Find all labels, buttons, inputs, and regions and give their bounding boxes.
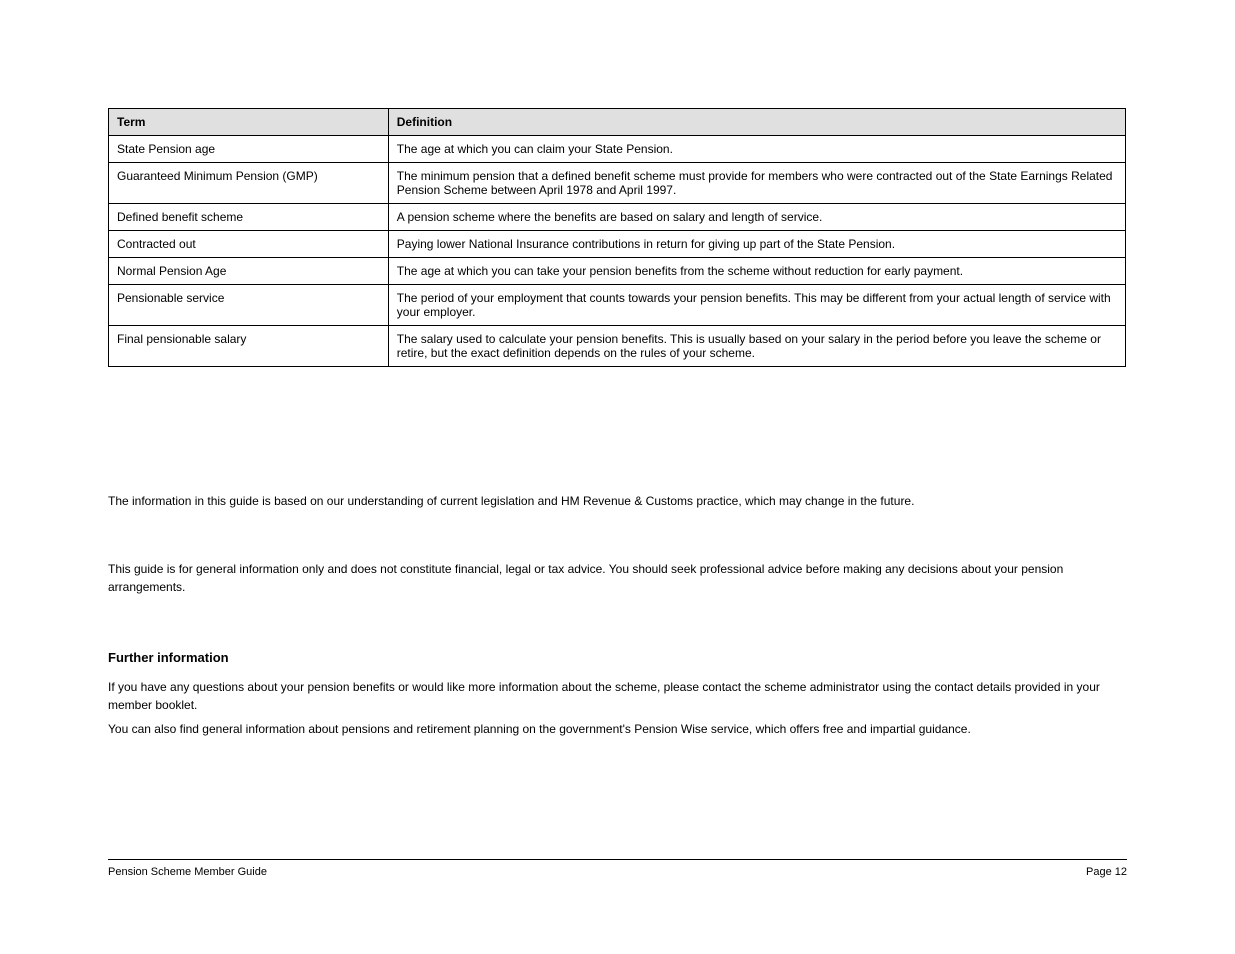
def-cell: The age at which you can claim your Stat… (388, 136, 1125, 163)
def-cell: The salary used to calculate your pensio… (388, 326, 1125, 367)
footer-left: Pension Scheme Member Guide (108, 866, 267, 878)
term-cell: Contracted out (109, 231, 389, 258)
page-footer: Pension Scheme Member Guide Page 12 (108, 859, 1127, 878)
term-cell: State Pension age (109, 136, 389, 163)
term-cell: Normal Pension Age (109, 258, 389, 285)
def-cell: A pension scheme where the benefits are … (388, 204, 1125, 231)
section-heading: Further information (108, 648, 1127, 668)
table-row: Normal Pension Age The age at which you … (109, 258, 1126, 285)
body-paragraph-4: You can also find general information ab… (108, 720, 1127, 738)
col-header-term: Term (109, 109, 389, 136)
glossary-table: Term Definition State Pension age The ag… (108, 108, 1126, 367)
body-paragraph-3: If you have any questions about your pen… (108, 678, 1127, 714)
def-cell: The minimum pension that a defined benef… (388, 163, 1125, 204)
table-row: Pensionable service The period of your e… (109, 285, 1126, 326)
footer-right: Page 12 (1086, 866, 1127, 878)
glossary-table-container: Term Definition State Pension age The ag… (108, 108, 1126, 367)
section-further-info: Further information If you have any ques… (108, 648, 1127, 714)
table-row: Final pensionable salary The salary used… (109, 326, 1126, 367)
table-row: Guaranteed Minimum Pension (GMP) The min… (109, 163, 1126, 204)
term-cell: Pensionable service (109, 285, 389, 326)
col-header-definition: Definition (388, 109, 1125, 136)
def-cell: The period of your employment that count… (388, 285, 1125, 326)
body-paragraph-2: This guide is for general information on… (108, 560, 1127, 596)
term-cell: Defined benefit scheme (109, 204, 389, 231)
term-cell: Final pensionable salary (109, 326, 389, 367)
def-cell: Paying lower National Insurance contribu… (388, 231, 1125, 258)
term-cell: Guaranteed Minimum Pension (GMP) (109, 163, 389, 204)
table-row: State Pension age The age at which you c… (109, 136, 1126, 163)
def-cell: The age at which you can take your pensi… (388, 258, 1125, 285)
table-row: Defined benefit scheme A pension scheme … (109, 204, 1126, 231)
table-row: Contracted out Paying lower National Ins… (109, 231, 1126, 258)
body-paragraph-1: The information in this guide is based o… (108, 492, 1127, 510)
table-header-row: Term Definition (109, 109, 1126, 136)
